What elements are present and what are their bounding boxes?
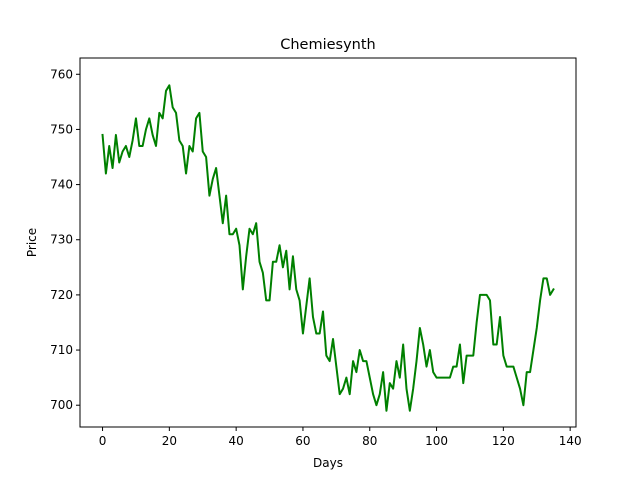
- y-tick-label: 700: [50, 398, 73, 412]
- x-tick-label: 120: [492, 434, 515, 448]
- plot-area: [101, 84, 555, 412]
- y-tick-label: 750: [50, 122, 73, 136]
- y-axis-label: Price: [25, 228, 39, 257]
- chart-title: Chemiesynth: [280, 37, 376, 53]
- y-tick-label: 710: [50, 343, 73, 357]
- x-tick-label: 60: [295, 434, 310, 448]
- axes-frame: [79, 57, 577, 428]
- x-tick-label: 0: [99, 434, 107, 448]
- y-axis: 700 710 720 730 740 750 760: [50, 67, 80, 412]
- x-tick-label: 140: [559, 434, 582, 448]
- x-tick-label: 100: [425, 434, 448, 448]
- y-tick-label: 760: [50, 67, 73, 81]
- x-tick-label: 40: [229, 434, 244, 448]
- y-tick-label: 720: [50, 288, 73, 302]
- y-tick-label: 730: [50, 233, 73, 247]
- x-tick-label: 80: [362, 434, 377, 448]
- x-tick-label: 20: [162, 434, 177, 448]
- price-line: [101, 84, 555, 412]
- y-tick-label: 740: [50, 178, 73, 192]
- x-axis-label: Days: [313, 456, 343, 470]
- x-axis: 0 20 40 60 80 100 120 140: [99, 427, 582, 448]
